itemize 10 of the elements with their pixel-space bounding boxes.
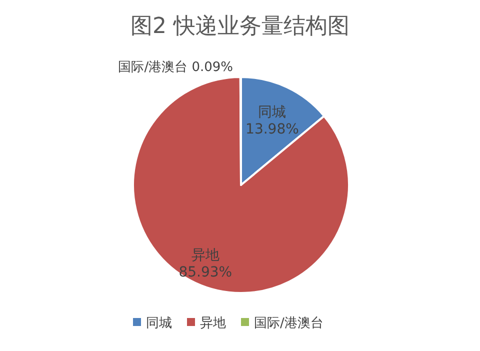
data-label: 85.93% (178, 264, 232, 280)
pie-slice (132, 76, 350, 294)
slice-label: 异地 (191, 247, 220, 264)
category-label: 国际/港澳台 0.09% (118, 60, 233, 75)
legend-label: 同城 (146, 316, 172, 331)
chart-title: 图2 快递业务量结构图 (130, 14, 350, 39)
data-label: 13.98% (246, 122, 299, 138)
legend-label: 国际/港澳台 (254, 316, 324, 331)
legend-label: 异地 (200, 316, 226, 331)
slice-label: 同城 (258, 104, 286, 121)
